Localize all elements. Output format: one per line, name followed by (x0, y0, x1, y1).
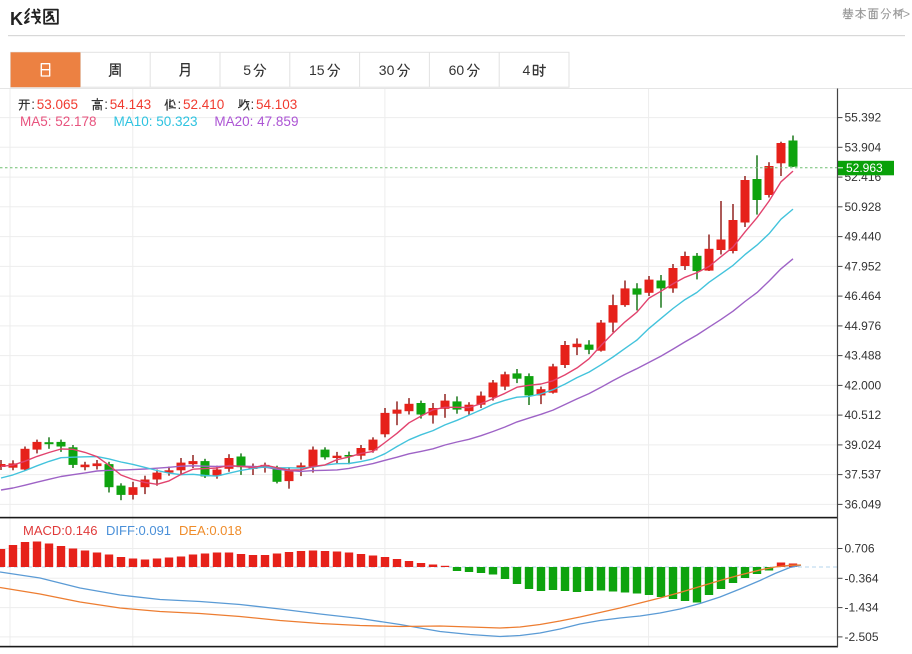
svg-text:MA5: 52.178: MA5: 52.178 (20, 114, 97, 129)
svg-text:37.537: 37.537 (845, 468, 882, 482)
svg-text:MA10: 50.323: MA10: 50.323 (114, 114, 198, 129)
svg-text:52.410: 52.410 (183, 97, 224, 112)
svg-text:-0.364: -0.364 (845, 571, 879, 585)
svg-text:43.488: 43.488 (845, 349, 882, 363)
svg-text::: : (104, 97, 108, 112)
svg-text:30: 30 (379, 62, 395, 78)
svg-text:47.952: 47.952 (845, 259, 882, 273)
svg-text:K: K (10, 9, 23, 29)
svg-text:4: 4 (523, 62, 531, 78)
svg-text::: : (178, 97, 182, 112)
svg-text:39.024: 39.024 (845, 438, 882, 452)
svg-text:>: > (903, 7, 910, 21)
svg-text:53.904: 53.904 (845, 140, 882, 154)
svg-text:53.065: 53.065 (37, 97, 78, 112)
svg-text:15: 15 (309, 62, 325, 78)
svg-text:-2.505: -2.505 (845, 630, 879, 644)
svg-text:40.512: 40.512 (845, 408, 882, 422)
svg-text:54.103: 54.103 (256, 97, 297, 112)
svg-text::: : (31, 97, 35, 112)
svg-text:MA20: 47.859: MA20: 47.859 (214, 114, 298, 129)
svg-text:52.963: 52.963 (846, 161, 883, 175)
svg-text:MACD:0.146: MACD:0.146 (23, 523, 97, 538)
svg-text::: : (251, 97, 255, 112)
svg-text:50.928: 50.928 (845, 200, 882, 214)
svg-text:42.000: 42.000 (845, 378, 882, 392)
svg-text:DIFF:0.091: DIFF:0.091 (106, 523, 171, 538)
svg-text:55.392: 55.392 (845, 111, 882, 125)
svg-text:54.143: 54.143 (110, 97, 151, 112)
svg-text:60: 60 (449, 62, 465, 78)
svg-text:5: 5 (243, 62, 251, 78)
svg-text:46.464: 46.464 (845, 289, 882, 303)
svg-text:DEA:0.018: DEA:0.018 (179, 523, 242, 538)
svg-text:49.440: 49.440 (845, 230, 882, 244)
svg-text:0.706: 0.706 (845, 542, 875, 556)
svg-text:-1.434: -1.434 (845, 601, 879, 615)
svg-text:44.976: 44.976 (845, 319, 882, 333)
svg-text:36.049: 36.049 (845, 497, 882, 511)
